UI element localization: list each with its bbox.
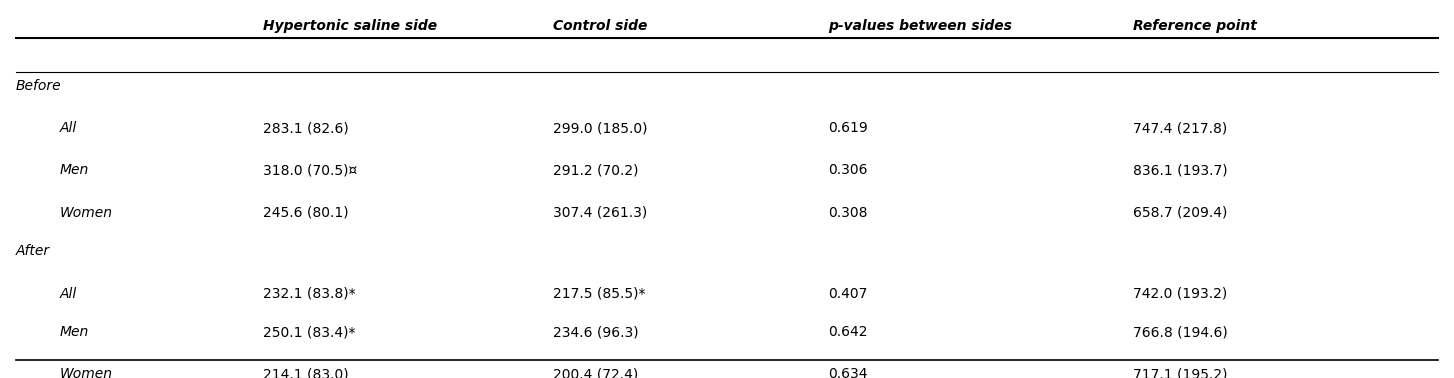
Text: 717.1 (195.2): 717.1 (195.2) xyxy=(1133,367,1227,378)
Text: 0.306: 0.306 xyxy=(829,163,868,177)
Text: 0.634: 0.634 xyxy=(829,367,868,378)
Text: 742.0 (193.2): 742.0 (193.2) xyxy=(1133,287,1227,301)
Text: Hypertonic saline side: Hypertonic saline side xyxy=(263,19,436,33)
Text: 0.407: 0.407 xyxy=(829,287,868,301)
Text: 658.7 (209.4): 658.7 (209.4) xyxy=(1133,206,1227,220)
Text: All: All xyxy=(60,121,77,135)
Text: 245.6 (80.1): 245.6 (80.1) xyxy=(263,206,349,220)
Text: Control side: Control side xyxy=(553,19,647,33)
Text: 299.0 (185.0): 299.0 (185.0) xyxy=(553,121,647,135)
Text: 0.642: 0.642 xyxy=(829,325,868,339)
Text: All: All xyxy=(60,287,77,301)
Text: 307.4 (261.3): 307.4 (261.3) xyxy=(553,206,647,220)
Text: 291.2 (70.2): 291.2 (70.2) xyxy=(553,163,638,177)
Text: After: After xyxy=(16,244,49,258)
Text: 250.1 (83.4)*: 250.1 (83.4)* xyxy=(263,325,355,339)
Text: Before: Before xyxy=(16,79,61,93)
Text: 318.0 (70.5)¤: 318.0 (70.5)¤ xyxy=(263,163,356,177)
Text: 0.308: 0.308 xyxy=(829,206,868,220)
Text: 747.4 (217.8): 747.4 (217.8) xyxy=(1133,121,1227,135)
Text: Men: Men xyxy=(60,325,89,339)
Text: Men: Men xyxy=(60,163,89,177)
Text: 214.1 (83.0): 214.1 (83.0) xyxy=(263,367,349,378)
Text: p-values between sides: p-values between sides xyxy=(829,19,1012,33)
Text: 217.5 (85.5)*: 217.5 (85.5)* xyxy=(553,287,646,301)
Text: 234.6 (96.3): 234.6 (96.3) xyxy=(553,325,638,339)
Text: 766.8 (194.6): 766.8 (194.6) xyxy=(1133,325,1229,339)
Text: 200.4 (72.4): 200.4 (72.4) xyxy=(553,367,638,378)
Text: Reference point: Reference point xyxy=(1133,19,1258,33)
Text: Women: Women xyxy=(60,206,112,220)
Text: 836.1 (193.7): 836.1 (193.7) xyxy=(1133,163,1229,177)
Text: 0.619: 0.619 xyxy=(829,121,868,135)
Text: 283.1 (82.6): 283.1 (82.6) xyxy=(263,121,349,135)
Text: Women: Women xyxy=(60,367,112,378)
Text: 232.1 (83.8)*: 232.1 (83.8)* xyxy=(263,287,355,301)
